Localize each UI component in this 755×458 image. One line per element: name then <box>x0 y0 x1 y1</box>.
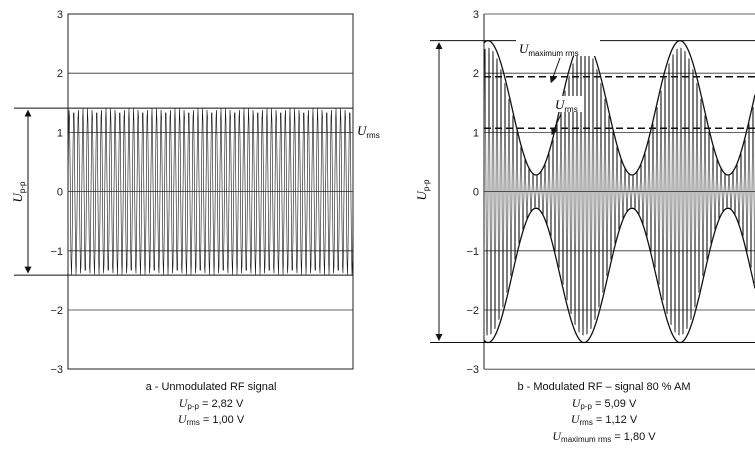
panel-a-y-tick-label: 1 <box>57 127 63 139</box>
panel-b-y-tick-label: 2 <box>473 68 479 80</box>
panel-b-max-rms-pointer <box>549 57 561 84</box>
panel-b-caption-upp: Up-p = 5,09 V <box>572 396 637 411</box>
panel-b-upp-label: Up-p <box>414 179 431 201</box>
panel-a-urms-label: Urms <box>357 123 380 140</box>
panel-b-y-tick-label: 3 <box>473 9 479 21</box>
panel-b-envelope <box>484 39 755 344</box>
panel-b-y-tick-label: 0 <box>473 187 479 199</box>
panel-b-caption-urms: Urms = 1,12 V <box>571 412 638 427</box>
panel-a-y-tick-label: −1 <box>50 246 63 258</box>
panel-a: 3 2 1 0 −1 −2 −3 Up-p Urms a - Unmodulated RF … <box>10 9 380 427</box>
panel-b-gridlines <box>484 13 755 370</box>
panel-a-caption-urms: Urms = 1,00 V <box>178 412 245 427</box>
panel-a-rf-signal <box>68 108 353 275</box>
panel-b-rms-label: Urms <box>555 97 578 114</box>
panel-b-rms-label-bg <box>552 96 582 112</box>
panel-b: 3 2 1 0 −1 −2 −3 Up-p Umaximum rms Urms b - Mo… <box>414 9 755 444</box>
panel-a-y-tick-label: −2 <box>50 305 63 317</box>
panel-a-y-tick-label: 0 <box>57 187 63 199</box>
panel-b-y-tick-labels: 3 2 1 0 −1 −2 −3 <box>466 9 479 376</box>
panel-a-y-tick-label: 2 <box>57 68 63 80</box>
panel-a-y-tick-labels: 3 2 1 0 −1 −2 −3 <box>50 9 63 376</box>
panel-a-y-tick-label: 3 <box>57 9 63 21</box>
panel-b-y-tick-label: −2 <box>466 305 479 317</box>
panel-b-y-tick-label: −1 <box>466 246 479 258</box>
panel-b-caption-umaxrms: Umaximum rms = 1,80 V <box>552 429 656 444</box>
panel-a-caption-title: a - Unmodulated RF signal <box>146 381 277 393</box>
panel-a-caption-upp: Up-p = 2,82 V <box>179 396 244 411</box>
panel-b-max-rms-label-bg <box>516 40 600 56</box>
panel-a-upp-label: Up-p <box>10 181 27 203</box>
panel-b-y-tick-label: −3 <box>466 364 479 376</box>
panel-a-y-tick-label: −3 <box>50 364 63 376</box>
panel-b-caption-title: b - Modulated RF – signal 80 % AM <box>517 381 690 393</box>
panel-b-rms-pointer <box>551 113 562 136</box>
panel-b-max-rms-label: Umaximum rms <box>519 41 579 58</box>
panel-b-dashed-rms-levels <box>484 75 755 130</box>
panel-b-y-tick-label: 1 <box>473 127 479 139</box>
